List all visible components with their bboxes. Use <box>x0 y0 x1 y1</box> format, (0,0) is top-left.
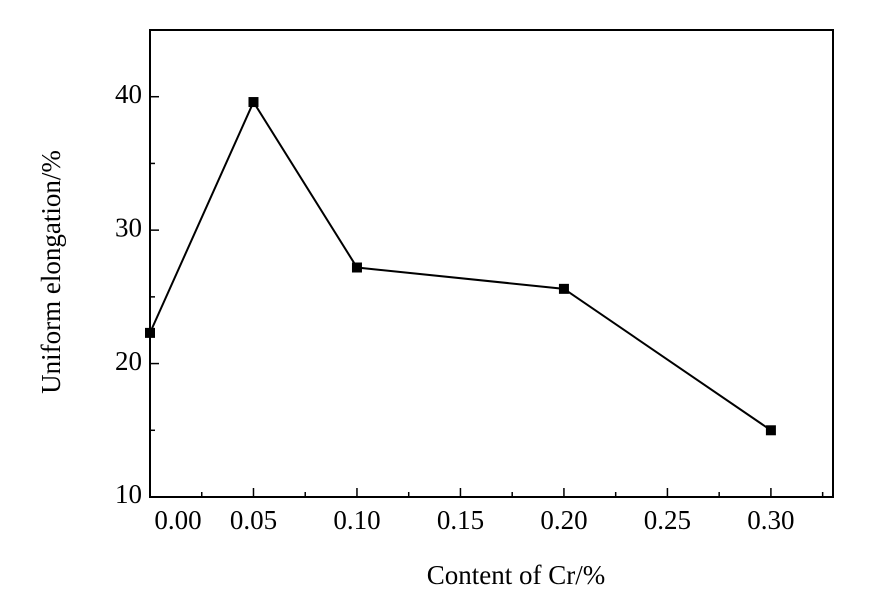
series-line <box>149 99 772 432</box>
x-tick-label: 0.25 <box>644 505 691 535</box>
data-point <box>145 327 155 338</box>
y-tick-label: 30 <box>115 212 142 242</box>
data-point <box>351 262 362 273</box>
x-axis-label: Content of Cr/% <box>427 560 605 590</box>
x-tick-label: 0.05 <box>230 505 277 535</box>
x-tick-label: 0.15 <box>437 505 484 535</box>
data-point <box>558 283 569 294</box>
x-tick-label: 0.20 <box>540 505 587 535</box>
data-point <box>765 425 776 436</box>
plot-frame <box>149 29 834 498</box>
y-axis-label: Uniform elongation/% <box>36 150 66 394</box>
x-tick-label: 0.00 <box>154 505 201 535</box>
y-tick-label: 40 <box>115 79 142 109</box>
y-tick-label: 10 <box>115 479 142 509</box>
data-point <box>248 97 259 108</box>
x-tick-label: 0.10 <box>333 505 380 535</box>
x-tick-label: 0.30 <box>747 505 794 535</box>
y-tick-label: 20 <box>115 346 142 376</box>
